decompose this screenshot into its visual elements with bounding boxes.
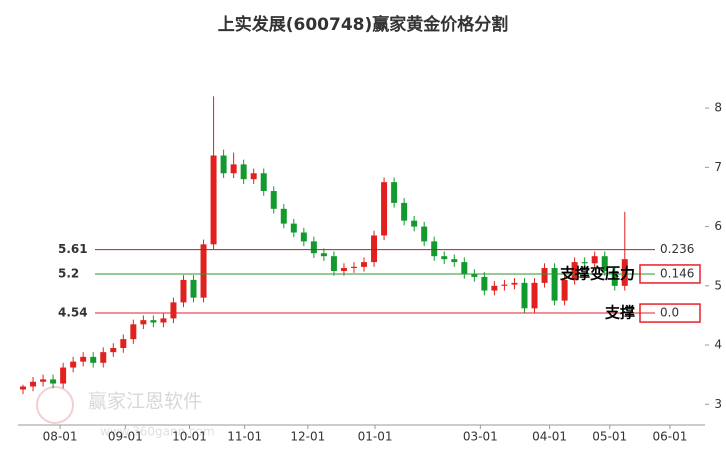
candle-body	[150, 320, 157, 323]
y-tick-label: 4	[714, 338, 722, 352]
candle-body	[371, 235, 378, 263]
candle-body	[511, 282, 518, 285]
candle-body	[120, 339, 127, 348]
candle-body	[220, 155, 227, 174]
candle-body	[40, 379, 47, 382]
candle-body	[330, 256, 337, 271]
candle-body	[431, 241, 438, 257]
candle-body	[310, 241, 317, 254]
candle-body	[250, 173, 257, 180]
candle-body	[210, 155, 217, 245]
candle-body	[50, 379, 57, 384]
candle-body	[290, 223, 297, 233]
candle-body	[280, 208, 287, 224]
candle-body	[611, 271, 618, 286]
candle-body	[581, 262, 588, 264]
level-ratio: 0.146	[660, 266, 694, 280]
candle-body	[270, 191, 277, 209]
candle-body	[591, 256, 598, 264]
candle-body	[100, 352, 107, 363]
x-tick-label: 09-01	[108, 430, 143, 444]
level-box	[639, 303, 701, 323]
candle-body	[521, 282, 528, 309]
level-price: 5.2	[58, 266, 79, 280]
candle-body	[421, 226, 428, 242]
candle-body	[411, 220, 418, 227]
level-price: 4.54	[58, 306, 88, 320]
candle-body	[561, 279, 568, 301]
level-ratio: 0.0	[660, 306, 679, 320]
candle-body	[350, 266, 357, 269]
chart-title: 上实发展(600748)赢家黄金价格分割	[218, 14, 509, 35]
candle-body	[110, 348, 117, 353]
watermark-url: www.360gann.com	[100, 425, 215, 439]
level-ratio: 0.236	[660, 242, 694, 256]
x-tick-label: 03-01	[463, 430, 498, 444]
candle-body	[481, 276, 488, 291]
candle-body	[130, 324, 137, 340]
x-tick-label: 11-01	[227, 430, 262, 444]
candle-body	[541, 268, 548, 283]
candle-body	[551, 268, 558, 301]
candle-body	[240, 164, 247, 180]
candle-body	[230, 164, 237, 174]
x-tick-label: 05-01	[592, 430, 627, 444]
candle-body	[180, 279, 187, 303]
candle-body	[471, 273, 478, 277]
candle-body	[451, 259, 458, 263]
y-tick-label: 5	[714, 278, 722, 292]
candle-body	[190, 279, 197, 298]
candle-body	[401, 202, 408, 221]
x-tick-label: 12-01	[290, 430, 325, 444]
candle-body	[381, 182, 388, 236]
candle-body	[361, 262, 368, 267]
candle-body	[441, 256, 448, 260]
level-note: 支撑	[604, 304, 635, 322]
x-tick-label: 08-01	[43, 430, 78, 444]
candle-body	[90, 356, 97, 363]
x-tick-label: 01-01	[358, 430, 393, 444]
level-box	[639, 264, 701, 284]
level-price: 5.61	[58, 242, 88, 256]
candle-body	[20, 386, 27, 390]
candle-body	[461, 262, 468, 274]
candle-body	[170, 302, 177, 319]
x-tick-label: 10-01	[172, 430, 207, 444]
candle-body	[531, 282, 538, 309]
candle-body	[391, 182, 398, 203]
candle-body	[140, 320, 147, 325]
x-tick-label: 04-01	[532, 430, 567, 444]
candle-body	[601, 256, 608, 271]
candle-body	[491, 285, 498, 291]
watermark-logo	[36, 386, 74, 424]
candle-body	[340, 268, 347, 271]
candle-body	[260, 173, 267, 192]
x-tick-label: 06-01	[652, 430, 687, 444]
candle-body	[30, 381, 37, 387]
y-tick-label: 7	[714, 160, 722, 174]
candle-body	[501, 284, 508, 286]
y-tick-label: 6	[714, 219, 722, 233]
candle-body	[320, 253, 327, 257]
level-note: 支撑变压力	[559, 264, 635, 282]
y-tick-label: 8	[714, 101, 722, 115]
watermark: 赢家江恩软件	[88, 391, 202, 413]
candle-body	[300, 232, 307, 242]
candle-body	[60, 367, 67, 384]
candle-body	[160, 318, 167, 323]
candle-body	[70, 361, 77, 368]
candle-body	[571, 262, 578, 280]
y-tick-label: 3	[714, 397, 722, 411]
candle-body	[200, 244, 207, 298]
candle-body	[80, 356, 87, 362]
candle-body	[621, 259, 628, 286]
